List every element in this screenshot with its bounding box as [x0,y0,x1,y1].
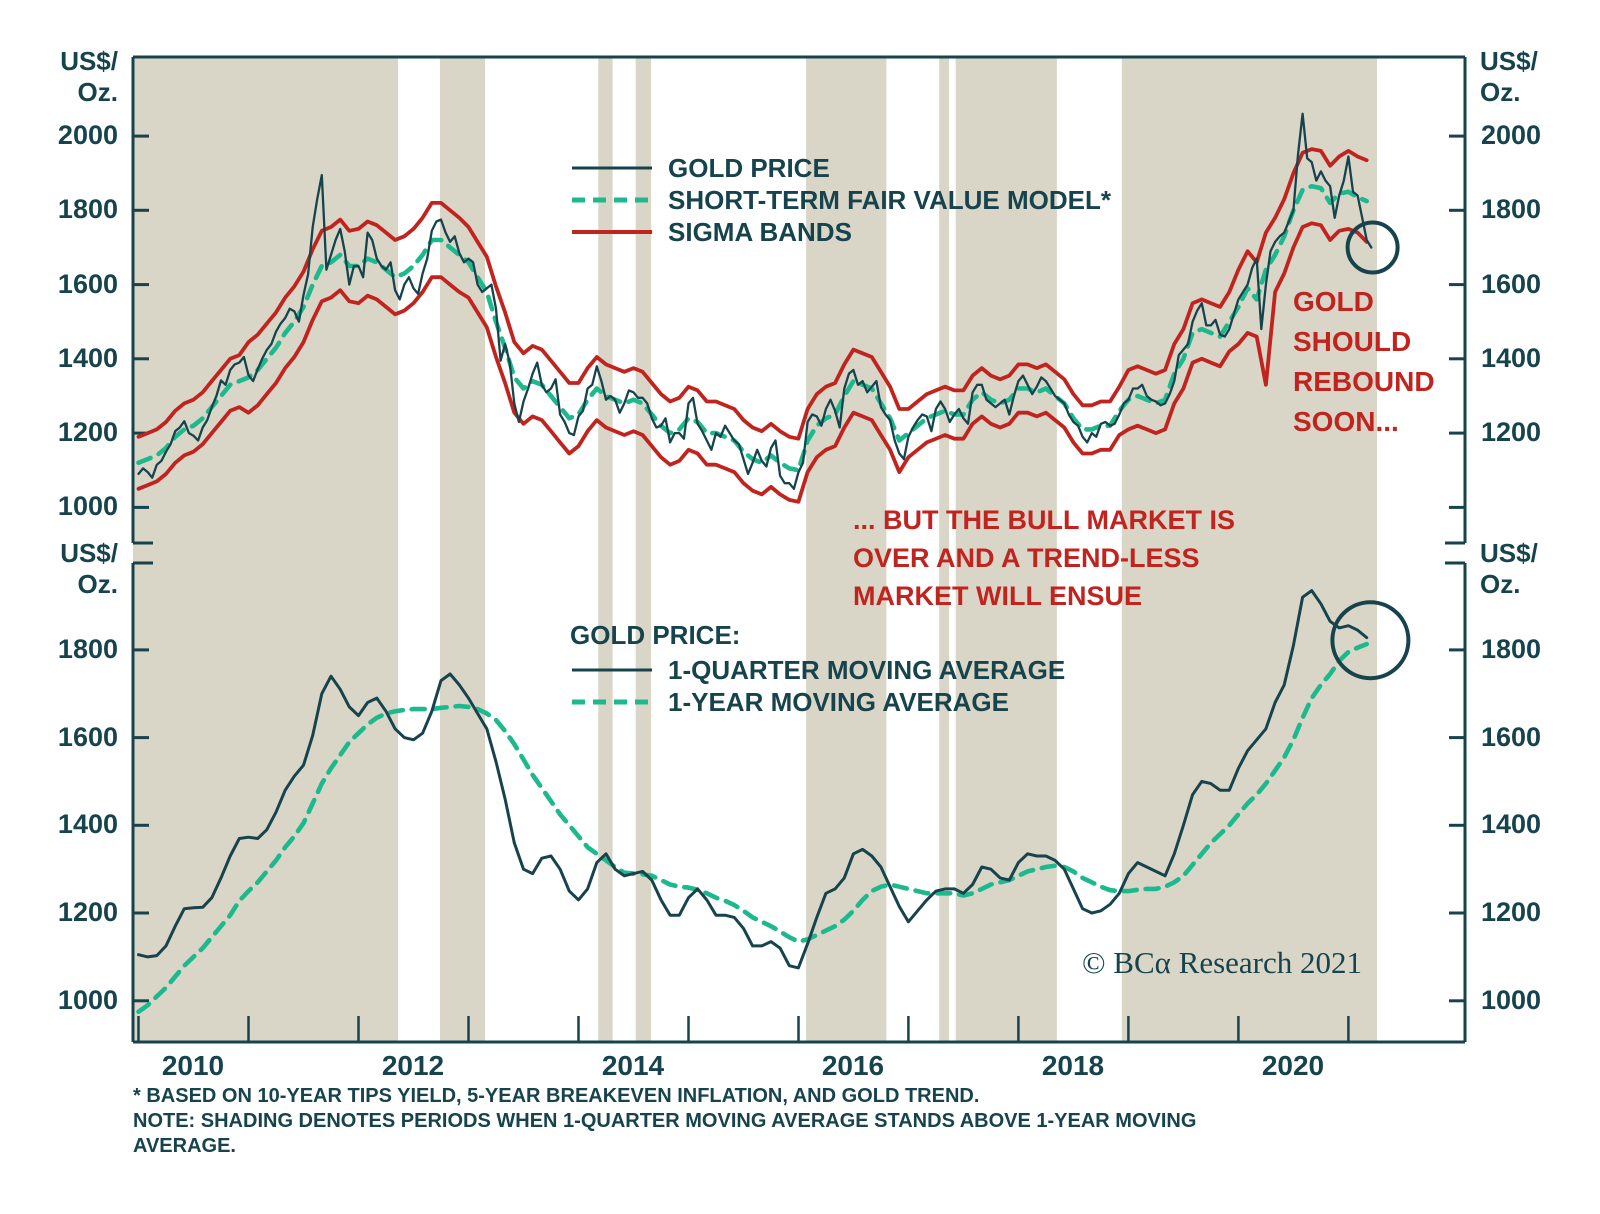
axis-unit-top-right: US$/ Oz. [1480,46,1538,108]
y-tick-label: 1600 [57,722,118,752]
legend-label: 1-YEAR MOVING AVERAGE [668,686,1009,717]
annotation-line: SOON... [1293,406,1399,437]
shaded-period [1121,57,1377,1042]
shaded-period [598,57,613,1042]
legend-label: GOLD PRICE [668,152,830,183]
series-one-quarter-ma [137,589,1369,970]
legend-item-gold-price: GOLD PRICE [570,152,1111,184]
footnotes: * BASED ON 10-YEAR TIPS YIELD, 5-YEAR BR… [133,1084,1273,1159]
axis-unit-line2: Oz. [1480,569,1521,599]
y-tick-label: 1400 [1481,809,1542,839]
series-one-year-ma [136,641,1369,1015]
y-tick-label: 1800 [57,634,118,664]
axis-unit-line1: US$/ [60,46,118,76]
y-tick-label: 1000 [1481,985,1542,1015]
y-tick-label: 1800 [57,194,118,224]
y-tick-label: 1800 [1481,634,1542,664]
y-tick-label: 1800 [1481,194,1542,224]
x-tick-label: 2016 [821,1050,885,1081]
quarter-ma-line-icon [572,668,652,672]
annotation-line: OVER AND A TREND-LESS [853,543,1200,573]
y-tick-label: 1600 [57,269,118,299]
x-tick-label: 2018 [1041,1050,1105,1081]
axis-unit-line2: Oz. [77,77,118,107]
endpoint-circle [1330,600,1411,681]
x-tick-label: 2020 [1261,1050,1325,1081]
y-tick-label: 1000 [57,491,118,521]
axis-unit-line1: US$/ [1480,46,1538,76]
gold-price-line-icon [572,166,652,170]
annotation-line: REBOUND [1293,366,1435,397]
axis-unit-bottom-left: US$/ Oz. [36,538,118,600]
series-sigma-lower [136,221,1369,504]
y-tick-label: 1200 [1481,897,1542,927]
y-tick-label: 1600 [1481,269,1542,299]
y-tick-label: 1400 [1481,343,1542,373]
shaded-period [955,57,1057,1042]
sigma-band-line-icon [572,230,652,234]
axis-unit-bottom-right: US$/ Oz. [1480,538,1538,600]
legend-item-fair-value: SHORT-TERM FAIR VALUE MODEL* [570,184,1111,216]
legend-label: SHORT-TERM FAIR VALUE MODEL* [668,184,1111,215]
y-tick-label: 1400 [57,343,118,373]
annotation-line: SHOULD [1293,326,1412,357]
legend-bottom: GOLD PRICE: 1-QUARTER MOVING AVERAGE 1-Y… [570,620,1065,718]
annotation-bull-market-over: ... BUT THE BULL MARKET IS OVER AND A TR… [853,501,1235,615]
x-tick-label: 2014 [601,1050,665,1081]
axis-unit-line2: Oz. [77,569,118,599]
legend-label: SIGMA BANDS [668,216,852,247]
x-tick-label: 2010 [161,1050,225,1081]
legend-item-quarter-ma: 1-QUARTER MOVING AVERAGE [570,654,1065,686]
series-sigma-upper [136,147,1369,441]
series-gold-price [137,112,1373,490]
y-tick-label: 1600 [1481,722,1542,752]
axis-unit-line2: Oz. [1480,77,1521,107]
shaded-period [635,57,652,1042]
annotation-line: MARKET WILL ENSUE [853,581,1142,611]
axis-unit-top-left: US$/ Oz. [36,46,118,108]
axis-unit-line1: US$/ [60,538,118,568]
annotation-gold-should-rebound: GOLD SHOULD REBOUND SOON... [1293,282,1435,442]
copyright-bca-research: © BCα Research 2021 [1082,945,1362,980]
y-tick-label: 2000 [57,120,118,150]
y-tick-label: 1000 [57,985,118,1015]
annotation-line: GOLD [1293,286,1374,317]
axis-unit-line1: US$/ [1480,538,1538,568]
y-tick-label: 1200 [57,417,118,447]
fair-value-dashed-line-icon [572,197,652,203]
shaded-period [133,57,399,1042]
y-tick-label: 1400 [57,809,118,839]
legend-bottom-title: GOLD PRICE: [570,620,741,650]
legend-item-year-ma: 1-YEAR MOVING AVERAGE [570,686,1065,718]
y-tick-label: 1200 [1481,417,1542,447]
shaded-period [806,57,887,1042]
legend-top: GOLD PRICE SHORT-TERM FAIR VALUE MODEL* … [570,152,1111,248]
y-tick-label: 1200 [57,897,118,927]
legend-item-sigma-bands: SIGMA BANDS [570,216,1111,248]
year-ma-dashed-line-icon [572,699,652,705]
annotation-line: ... BUT THE BULL MARKET IS [853,505,1235,535]
footnote-model-basis: * BASED ON 10-YEAR TIPS YIELD, 5-YEAR BR… [133,1085,980,1107]
footnote-shading-note: NOTE: SHADING DENOTES PERIODS WHEN 1-QUA… [133,1110,1197,1157]
x-tick-label: 2012 [381,1050,445,1081]
shaded-period [939,57,950,1042]
endpoint-circle [1345,220,1400,275]
legend-label: 1-QUARTER MOVING AVERAGE [668,654,1066,685]
shaded-period [439,57,485,1042]
series-fair-value [136,183,1369,473]
y-tick-label: 2000 [1481,120,1542,150]
